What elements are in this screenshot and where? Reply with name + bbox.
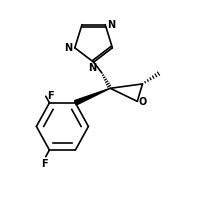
Text: F: F [47,91,53,101]
Text: O: O [139,97,147,107]
Text: N: N [107,20,115,30]
Text: N: N [88,63,97,73]
Polygon shape [74,88,110,105]
Text: N: N [65,43,73,53]
Text: F: F [41,159,48,169]
